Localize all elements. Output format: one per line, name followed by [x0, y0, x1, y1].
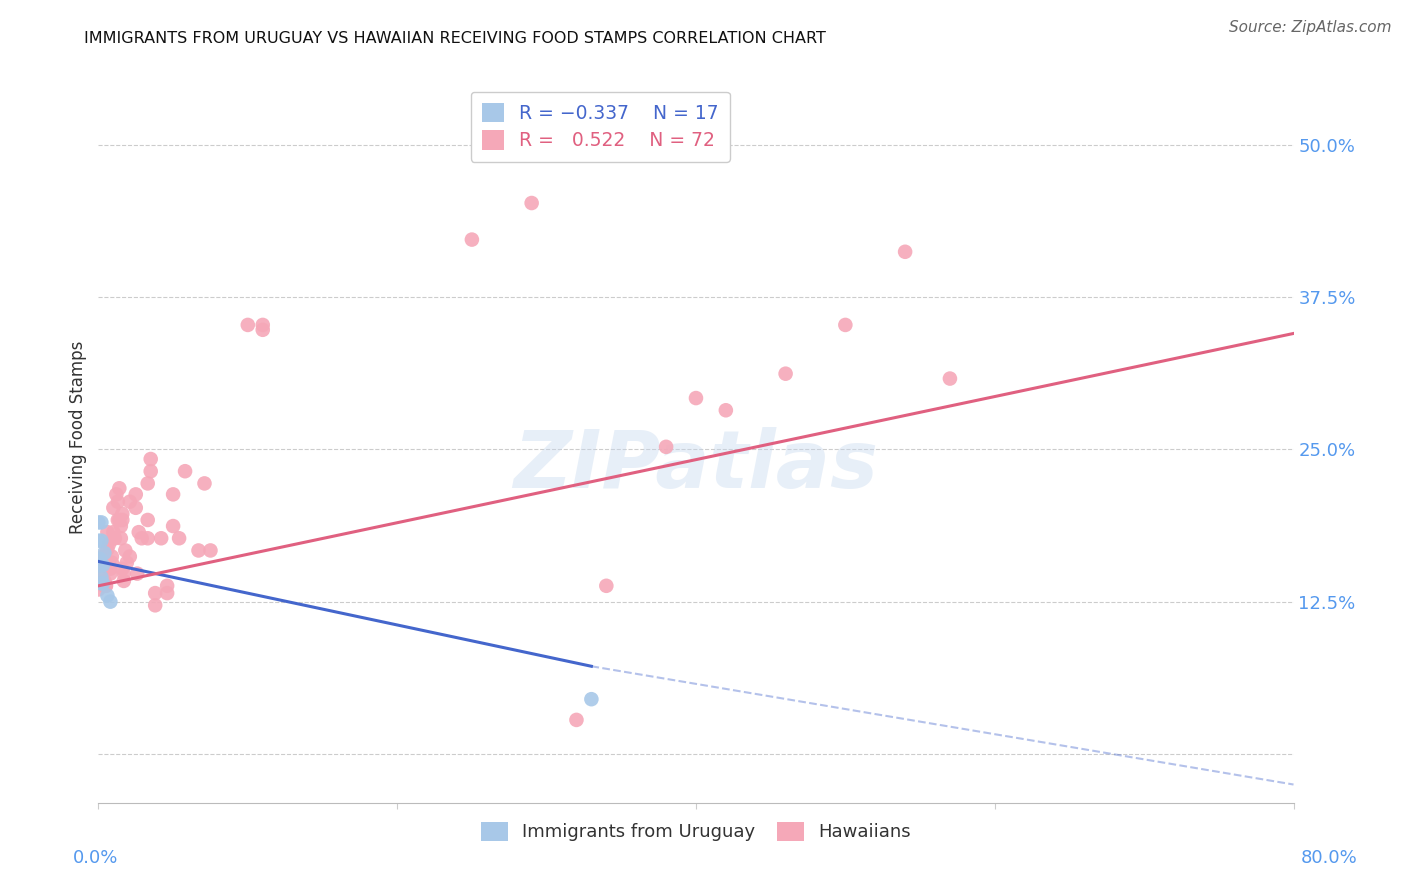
- Point: [104, 531, 127, 545]
- Point: [111, 513, 134, 527]
- Point: [107, 494, 129, 508]
- Point: [775, 367, 797, 381]
- Point: [714, 403, 737, 417]
- Point: [108, 481, 131, 495]
- Point: [595, 579, 617, 593]
- Point: [112, 574, 135, 588]
- Point: [87, 558, 110, 573]
- Text: Source: ZipAtlas.com: Source: ZipAtlas.com: [1229, 20, 1392, 35]
- Point: [107, 513, 129, 527]
- Point: [94, 579, 117, 593]
- Point: [93, 579, 115, 593]
- Point: [103, 500, 125, 515]
- Point: [97, 556, 120, 570]
- Point: [87, 582, 110, 597]
- Point: [91, 576, 114, 591]
- Point: [98, 562, 122, 576]
- Point: [174, 464, 197, 478]
- Point: [101, 549, 124, 564]
- Point: [193, 476, 215, 491]
- Point: [87, 533, 110, 548]
- Point: [125, 500, 148, 515]
- Point: [87, 516, 110, 530]
- Point: [136, 513, 159, 527]
- Point: [115, 556, 138, 570]
- Point: [136, 531, 159, 545]
- Point: [520, 196, 543, 211]
- Point: [127, 566, 149, 581]
- Point: [162, 487, 184, 501]
- Text: ZIPatlas: ZIPatlas: [513, 427, 879, 506]
- Point: [87, 558, 110, 573]
- Point: [91, 549, 114, 564]
- Point: [96, 542, 118, 557]
- Point: [91, 558, 114, 573]
- Text: 0.0%: 0.0%: [73, 849, 118, 867]
- Point: [128, 525, 150, 540]
- Text: 80.0%: 80.0%: [1301, 849, 1357, 867]
- Point: [105, 487, 128, 501]
- Point: [89, 558, 111, 573]
- Point: [108, 513, 131, 527]
- Point: [156, 579, 179, 593]
- Y-axis label: Receiving Food Stamps: Receiving Food Stamps: [69, 341, 87, 533]
- Point: [136, 476, 159, 491]
- Point: [162, 519, 184, 533]
- Legend: Immigrants from Uruguay, Hawaiians: Immigrants from Uruguay, Hawaiians: [474, 814, 918, 848]
- Point: [97, 537, 120, 551]
- Point: [90, 570, 112, 584]
- Point: [939, 371, 962, 385]
- Point: [110, 531, 132, 545]
- Text: IMMIGRANTS FROM URUGUAY VS HAWAIIAN RECEIVING FOOD STAMPS CORRELATION CHART: IMMIGRANTS FROM URUGUAY VS HAWAIIAN RECE…: [84, 31, 827, 46]
- Point: [98, 566, 122, 581]
- Point: [236, 318, 259, 332]
- Point: [90, 576, 112, 591]
- Point: [96, 589, 118, 603]
- Point: [655, 440, 678, 454]
- Point: [94, 579, 117, 593]
- Point: [125, 487, 148, 501]
- Point: [90, 566, 112, 581]
- Point: [93, 546, 115, 560]
- Point: [252, 318, 274, 332]
- Point: [461, 233, 484, 247]
- Point: [112, 566, 135, 581]
- Point: [118, 494, 141, 508]
- Point: [111, 562, 134, 576]
- Point: [89, 552, 111, 566]
- Point: [114, 543, 136, 558]
- Point: [103, 525, 125, 540]
- Point: [834, 318, 856, 332]
- Point: [565, 713, 588, 727]
- Point: [200, 543, 222, 558]
- Point: [143, 599, 166, 613]
- Point: [167, 531, 190, 545]
- Point: [90, 533, 112, 548]
- Point: [98, 594, 122, 608]
- Point: [894, 244, 917, 259]
- Point: [111, 507, 134, 521]
- Point: [90, 516, 112, 530]
- Point: [187, 543, 209, 558]
- Point: [103, 531, 125, 545]
- Point: [110, 519, 132, 533]
- Point: [89, 558, 111, 573]
- Point: [89, 558, 111, 573]
- Point: [581, 692, 603, 706]
- Point: [131, 531, 153, 545]
- Point: [93, 574, 115, 588]
- Point: [252, 323, 274, 337]
- Point: [156, 586, 179, 600]
- Point: [139, 464, 162, 478]
- Point: [96, 525, 118, 540]
- Point: [143, 586, 166, 600]
- Point: [118, 549, 141, 564]
- Point: [101, 556, 124, 570]
- Point: [139, 452, 162, 467]
- Point: [685, 391, 707, 405]
- Point: [150, 531, 173, 545]
